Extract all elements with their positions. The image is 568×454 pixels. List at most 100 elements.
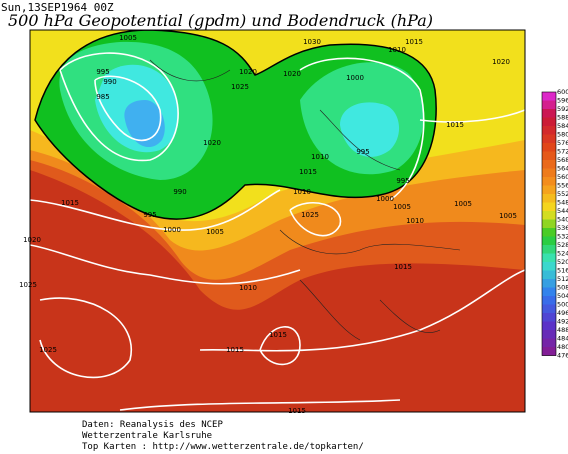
colorbar-label: 580: [557, 131, 568, 139]
colorbar-swatch: [542, 185, 556, 195]
isobar-label: 1020: [283, 70, 301, 78]
colorbar-swatch: [542, 109, 556, 118]
isobar-label: 1015: [446, 121, 464, 129]
colorbar-label: 524: [557, 250, 568, 258]
isobar-label: 1000: [376, 195, 394, 203]
colorbar-label: 512: [557, 275, 568, 283]
map: [29, 29, 526, 413]
isobar-label: 1000: [346, 74, 364, 82]
colorbar-label: 500: [557, 301, 568, 309]
isobar-label: 1005: [206, 228, 224, 236]
isobar-label: 990: [103, 78, 116, 86]
isobar-label: 1020: [203, 139, 221, 147]
isobar-label: 1005: [393, 203, 411, 211]
colorbar-swatch: [542, 296, 556, 305]
isobar-label: 1020: [23, 236, 41, 244]
colorbar-label: 516: [557, 267, 568, 275]
colorbar-label: 504: [557, 292, 568, 300]
isobar-label: 995: [396, 177, 409, 185]
colorbar: 6005965925885845805765725685645605565525…: [541, 88, 568, 360]
isobar-label: 1015: [299, 168, 317, 176]
colorbar-frame: [541, 91, 557, 356]
colorbar-label: 584: [557, 122, 568, 130]
colorbar-swatch: [542, 194, 556, 203]
isobar-label: 1010: [239, 284, 257, 292]
colorbar-label: 488: [557, 326, 568, 334]
isobar-label: 1000: [163, 226, 181, 234]
isobar-label: 1025: [39, 346, 57, 354]
isobar-label: 1010: [311, 153, 329, 161]
colorbar-label: 508: [557, 284, 568, 292]
isobar-label: 1015: [288, 407, 306, 415]
colorbar-label: 576: [557, 139, 568, 147]
title: 500 hPa Geopotential (gpdm) und Bodendru…: [8, 11, 433, 30]
colorbar-label: 484: [557, 335, 568, 343]
colorbar-swatch: [542, 143, 556, 152]
colorbar-swatch: [542, 126, 556, 135]
colorbar-swatch: [542, 160, 556, 169]
colorbar-swatch: [542, 151, 556, 161]
isobar-label: 1025: [301, 211, 319, 219]
colorbar-swatch: [542, 211, 556, 220]
footer-line: Wetterzentrale Karlsruhe: [82, 431, 212, 441]
colorbar-swatch: [542, 202, 556, 212]
colorbar-swatch: [542, 134, 556, 144]
date: Sun,13SEP1964 00Z: [1, 1, 114, 14]
colorbar-label: 540: [557, 216, 568, 224]
isobar-label: 1015: [269, 331, 287, 339]
colorbar-swatch: [542, 313, 556, 322]
colorbar-swatch: [542, 253, 556, 263]
isobar-label: 1015: [226, 346, 244, 354]
isobar-label: 1020: [492, 58, 510, 66]
colorbar-label: 548: [557, 199, 568, 207]
colorbar-swatch: [542, 168, 556, 178]
colorbar-swatch: [542, 287, 556, 297]
colorbar-swatch: [542, 321, 556, 331]
colorbar-swatch: [542, 338, 556, 348]
colorbar-label: 592: [557, 105, 568, 113]
colorbar-swatch: [542, 228, 556, 237]
colorbar-label: 596: [557, 97, 568, 105]
colorbar-swatch: [542, 236, 556, 246]
colorbar-label: 552: [557, 190, 568, 198]
isobar-label: 1005: [454, 200, 472, 208]
colorbar-label: 476: [557, 352, 568, 360]
colorbar-label: 544: [557, 207, 568, 215]
colorbar-label: 568: [557, 156, 568, 164]
isobar-label: 995: [96, 68, 109, 76]
colorbar-label: 532: [557, 233, 568, 241]
footer-line: Top Karten : http://www.wetterzentrale.d…: [82, 442, 364, 452]
colorbar-swatch: [542, 347, 556, 356]
colorbar-label: 564: [557, 165, 568, 173]
isobar-label: 1010: [293, 188, 311, 196]
colorbar-label: 536: [557, 224, 568, 232]
isobar-label: 1010: [406, 217, 424, 225]
colorbar-label: 496: [557, 309, 568, 317]
isobar-label: 1005: [119, 34, 137, 42]
isobar-label: 990: [173, 188, 186, 196]
colorbar-label: 480: [557, 343, 568, 351]
colorbar-swatch: [542, 262, 556, 271]
colorbar-label: 556: [557, 182, 568, 190]
isobar-label: 1005: [499, 212, 517, 220]
colorbar-label: 600: [557, 88, 568, 96]
colorbar-swatch: [542, 279, 556, 288]
colorbar-label: 528: [557, 241, 568, 249]
colorbar-label: 520: [557, 258, 568, 266]
colorbar-swatch: [542, 100, 556, 110]
colorbar-swatch: [542, 245, 556, 254]
colorbar-label: 588: [557, 114, 568, 122]
footer-line: Daten: Reanalysis des NCEP: [82, 420, 223, 430]
isobar-label: 1010: [388, 46, 406, 54]
colorbar-swatch: [542, 177, 556, 186]
isobar-label: 1030: [303, 38, 321, 46]
colorbar-swatch: [542, 304, 556, 314]
isobar-label: 1025: [19, 281, 37, 289]
isobar-label: 1025: [231, 83, 249, 91]
isobar-label: 1015: [61, 199, 79, 207]
colorbar-swatch: [542, 330, 556, 339]
isobar-label: 995: [356, 148, 369, 156]
isobar-label: 1015: [394, 263, 412, 271]
colorbar-swatch: [542, 219, 556, 229]
